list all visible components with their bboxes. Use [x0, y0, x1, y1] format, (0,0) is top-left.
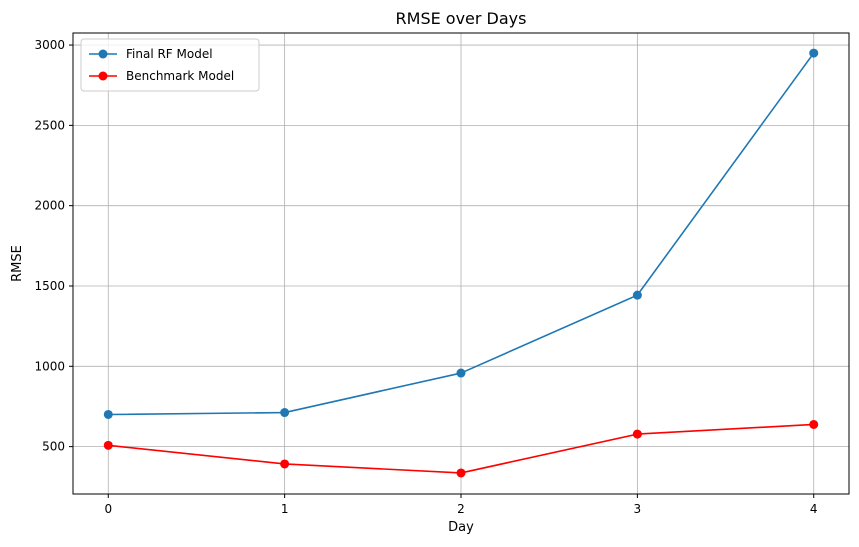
legend-item-1: Benchmark Model — [89, 69, 234, 83]
series-0 — [103, 48, 819, 419]
x-tick-label: 0 — [104, 502, 112, 516]
legend-box — [80, 38, 260, 92]
y-tick-label: 2500 — [34, 118, 65, 132]
grid — [73, 33, 849, 494]
legend-marker — [98, 49, 108, 59]
x-axis-ticks: 0 1 2 3 4 — [104, 494, 818, 516]
x-tick-label: 1 — [281, 502, 289, 516]
legend-label: Benchmark Model — [126, 69, 234, 83]
data-point — [103, 409, 113, 419]
y-axis-label: RMSE — [10, 245, 25, 282]
y-tick-label: 500 — [42, 440, 65, 454]
data-point — [456, 468, 466, 478]
y-tick-label: 1000 — [34, 359, 65, 373]
legend-item-0: Final RF Model — [89, 47, 213, 61]
data-point — [280, 459, 290, 469]
x-tick-label: 3 — [634, 502, 642, 516]
legend-items: Final RF Model Benchmark Model — [89, 47, 234, 83]
data-point — [632, 429, 642, 439]
legend: Final RF Model Benchmark Model — [80, 38, 260, 92]
data-point — [280, 408, 290, 418]
y-tick-label: 1500 — [34, 279, 65, 293]
y-axis-ticks: 500 1000 1500 2000 2500 3000 — [34, 38, 73, 454]
data-point — [809, 48, 819, 58]
y-tick-label: 3000 — [34, 38, 65, 52]
legend-marker — [98, 71, 108, 81]
y-tick-label: 2000 — [34, 199, 65, 213]
data-point — [103, 440, 113, 450]
data-point — [456, 368, 466, 378]
series-1 — [103, 419, 819, 478]
series-layer — [103, 48, 819, 478]
data-point — [809, 419, 819, 429]
data-point — [632, 290, 642, 300]
x-axis-label: Day — [448, 520, 474, 535]
x-tick-label: 4 — [810, 502, 818, 516]
chart-title: RMSE over Days — [396, 9, 527, 28]
legend-label: Final RF Model — [126, 47, 213, 61]
x-tick-label: 2 — [457, 502, 465, 516]
